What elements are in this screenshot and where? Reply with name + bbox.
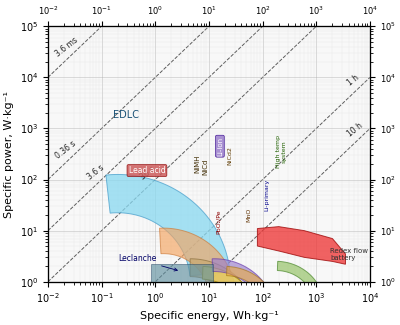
Polygon shape (202, 266, 258, 311)
Polygon shape (152, 264, 213, 282)
Polygon shape (160, 228, 234, 288)
Polygon shape (245, 305, 291, 325)
Y-axis label: Specific power, W·kg⁻¹: Specific power, W·kg⁻¹ (4, 91, 14, 217)
Text: 36 s: 36 s (139, 165, 157, 182)
Text: Lead acid: Lead acid (128, 166, 165, 175)
Text: NiCd2: NiCd2 (228, 146, 233, 165)
Text: Li-ion: Li-ion (217, 136, 223, 156)
X-axis label: Specific energy, Wh·kg⁻¹: Specific energy, Wh·kg⁻¹ (140, 311, 278, 321)
Text: NiCd: NiCd (202, 158, 208, 175)
Text: Leclanche: Leclanche (118, 254, 177, 271)
Polygon shape (212, 259, 275, 308)
Text: 10 h: 10 h (346, 121, 364, 139)
Text: Li-primary: Li-primary (264, 179, 269, 211)
Text: PbO₂/Pe: PbO₂/Pe (216, 209, 221, 234)
Text: 0.36 s: 0.36 s (54, 139, 78, 161)
Text: Redex flow
battery: Redex flow battery (330, 248, 368, 261)
Text: 3.6 ms: 3.6 ms (54, 35, 80, 58)
Polygon shape (264, 300, 310, 325)
Text: 1 h: 1 h (346, 73, 360, 88)
Polygon shape (226, 266, 278, 310)
Text: High temp
system: High temp system (276, 135, 286, 168)
Text: MnO: MnO (246, 208, 251, 223)
Text: NiMH: NiMH (194, 155, 200, 174)
Polygon shape (277, 261, 323, 298)
Text: 3.6 s: 3.6 s (86, 163, 106, 182)
Text: EDLC: EDLC (112, 111, 138, 121)
Polygon shape (213, 300, 267, 325)
Polygon shape (106, 175, 230, 276)
Polygon shape (258, 227, 346, 264)
Polygon shape (190, 259, 255, 311)
